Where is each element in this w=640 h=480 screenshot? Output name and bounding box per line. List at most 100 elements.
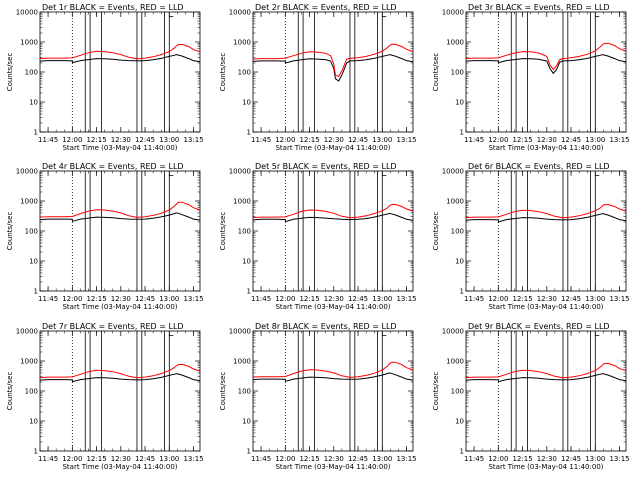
x-tick-label: 13:00	[372, 295, 392, 303]
x-tick-label: 12:00	[488, 455, 508, 463]
x-tick-label: 13:00	[585, 295, 605, 303]
y-tick-label: 10000	[16, 328, 38, 336]
x-tick-label: 13:15	[183, 136, 203, 144]
x-tick-label: 13:15	[183, 295, 203, 303]
y-axis-title: Counts/sec	[219, 212, 227, 251]
x-tick-label: 12:15	[512, 136, 532, 144]
x-tick-label: 11:45	[251, 136, 271, 144]
x-tick-label: 13:15	[396, 136, 416, 144]
panel-title: Det 1r BLACK = Events, RED = LLD	[42, 3, 184, 12]
x-tick-label: 12:00	[275, 136, 295, 144]
x-axis-title: Start Time (03-May-04 11:40:00)	[275, 144, 390, 152]
x-tick-label: 13:00	[372, 136, 392, 144]
y-axis-title: Counts/sec	[6, 372, 14, 411]
series-lld	[39, 201, 201, 218]
y-tick-label: 1000	[233, 198, 251, 206]
panel-title: Det 8r BLACK = Events, RED = LLD	[255, 322, 397, 331]
x-tick-label: 13:15	[609, 136, 629, 144]
y-axis-title: Counts/sec	[6, 53, 14, 92]
y-tick-label: 10	[242, 99, 251, 107]
panel-det-2: Det 2r BLACK = Events, RED = LLD 1 10 100 10…	[219, 3, 417, 152]
series-events	[39, 54, 201, 64]
plot-frame	[252, 11, 414, 133]
y-tick-label: 1	[247, 448, 251, 456]
y-tick-label: 10	[242, 258, 251, 266]
x-tick-label: 13:15	[609, 295, 629, 303]
y-tick-label: 100	[25, 69, 38, 77]
x-tick-label: 13:00	[159, 136, 179, 144]
panel-title: Det 2r BLACK = Events, RED = LLD	[255, 3, 397, 12]
x-tick-label: 13:00	[585, 455, 605, 463]
y-tick-label: 10	[29, 258, 38, 266]
x-tick-label: 12:45	[348, 136, 368, 144]
x-tick-label: 13:15	[609, 455, 629, 463]
plot-frame	[39, 330, 201, 452]
panel-title: Det 3r BLACK = Events, RED = LLD	[468, 3, 610, 12]
x-tick-label: 13:15	[396, 295, 416, 303]
series-lld	[252, 203, 414, 219]
x-tick-label: 13:00	[159, 455, 179, 463]
x-tick-label: 11:45	[464, 455, 484, 463]
y-tick-label: 1000	[20, 358, 38, 366]
y-tick-label: 1	[247, 288, 251, 296]
x-tick-label: 13:15	[396, 455, 416, 463]
panel-det-8: Det 8r BLACK = Events, RED = LLD 1 10 100 10…	[219, 322, 417, 471]
x-tick-label: 12:30	[111, 136, 131, 144]
x-tick-label: 11:45	[38, 295, 58, 303]
plot-frame	[465, 170, 627, 292]
series-events	[252, 54, 414, 82]
y-axis-title: Counts/sec	[432, 212, 440, 251]
x-tick-label: 12:15	[86, 455, 106, 463]
panel-det-5: Det 5r BLACK = Events, RED = LLD 1 10 100 10…	[219, 162, 417, 311]
y-tick-label: 10	[455, 99, 464, 107]
plot-frame	[465, 330, 627, 452]
panel-det-1: Det 1r BLACK = Events, RED = LLD 1 10 100 10…	[6, 3, 204, 152]
x-tick-label: 12:30	[111, 455, 131, 463]
x-tick-label: 13:15	[183, 455, 203, 463]
y-tick-label: 10000	[229, 168, 251, 176]
x-tick-label: 12:15	[299, 295, 319, 303]
y-tick-label: 1	[247, 129, 251, 137]
x-tick-label: 12:15	[299, 455, 319, 463]
y-tick-label: 10000	[16, 9, 38, 17]
y-tick-label: 1	[34, 288, 38, 296]
y-axis-title: Counts/sec	[6, 212, 14, 251]
plot-frame	[465, 11, 627, 133]
x-axis-title: Start Time (03-May-04 11:40:00)	[488, 144, 603, 152]
panel-title: Det 4r BLACK = Events, RED = LLD	[42, 162, 184, 171]
y-tick-label: 100	[238, 69, 251, 77]
panel-title: Det 6r BLACK = Events, RED = LLD	[468, 162, 610, 171]
x-tick-label: 12:15	[512, 295, 532, 303]
x-tick-label: 11:45	[251, 295, 271, 303]
y-tick-label: 100	[451, 228, 464, 236]
x-tick-label: 12:45	[561, 136, 581, 144]
y-tick-label: 10000	[442, 168, 464, 176]
y-tick-label: 10000	[442, 328, 464, 336]
plot-frame	[252, 170, 414, 292]
series-events	[252, 372, 414, 382]
series-events	[465, 373, 627, 383]
series-events	[465, 54, 627, 75]
y-tick-label: 100	[25, 228, 38, 236]
x-axis-title: Start Time (03-May-04 11:40:00)	[488, 303, 603, 311]
series-lld	[252, 43, 414, 78]
y-tick-label: 10000	[442, 9, 464, 17]
y-tick-label: 10000	[16, 168, 38, 176]
y-tick-label: 10	[242, 418, 251, 426]
x-tick-label: 12:00	[488, 136, 508, 144]
x-tick-label: 12:30	[324, 136, 344, 144]
y-tick-label: 1	[460, 448, 464, 456]
panel-det-6: Det 6r BLACK = Events, RED = LLD 1 10 100 10…	[432, 162, 630, 311]
x-tick-label: 12:30	[537, 295, 557, 303]
x-tick-label: 12:30	[537, 455, 557, 463]
x-tick-label: 12:00	[62, 295, 82, 303]
series-lld	[465, 204, 627, 219]
plot-frame	[39, 170, 201, 292]
x-tick-label: 12:15	[299, 136, 319, 144]
x-tick-label: 12:30	[324, 295, 344, 303]
x-tick-label: 12:00	[275, 295, 295, 303]
x-tick-label: 12:45	[135, 455, 155, 463]
x-tick-label: 12:00	[488, 295, 508, 303]
y-tick-label: 1000	[446, 198, 464, 206]
